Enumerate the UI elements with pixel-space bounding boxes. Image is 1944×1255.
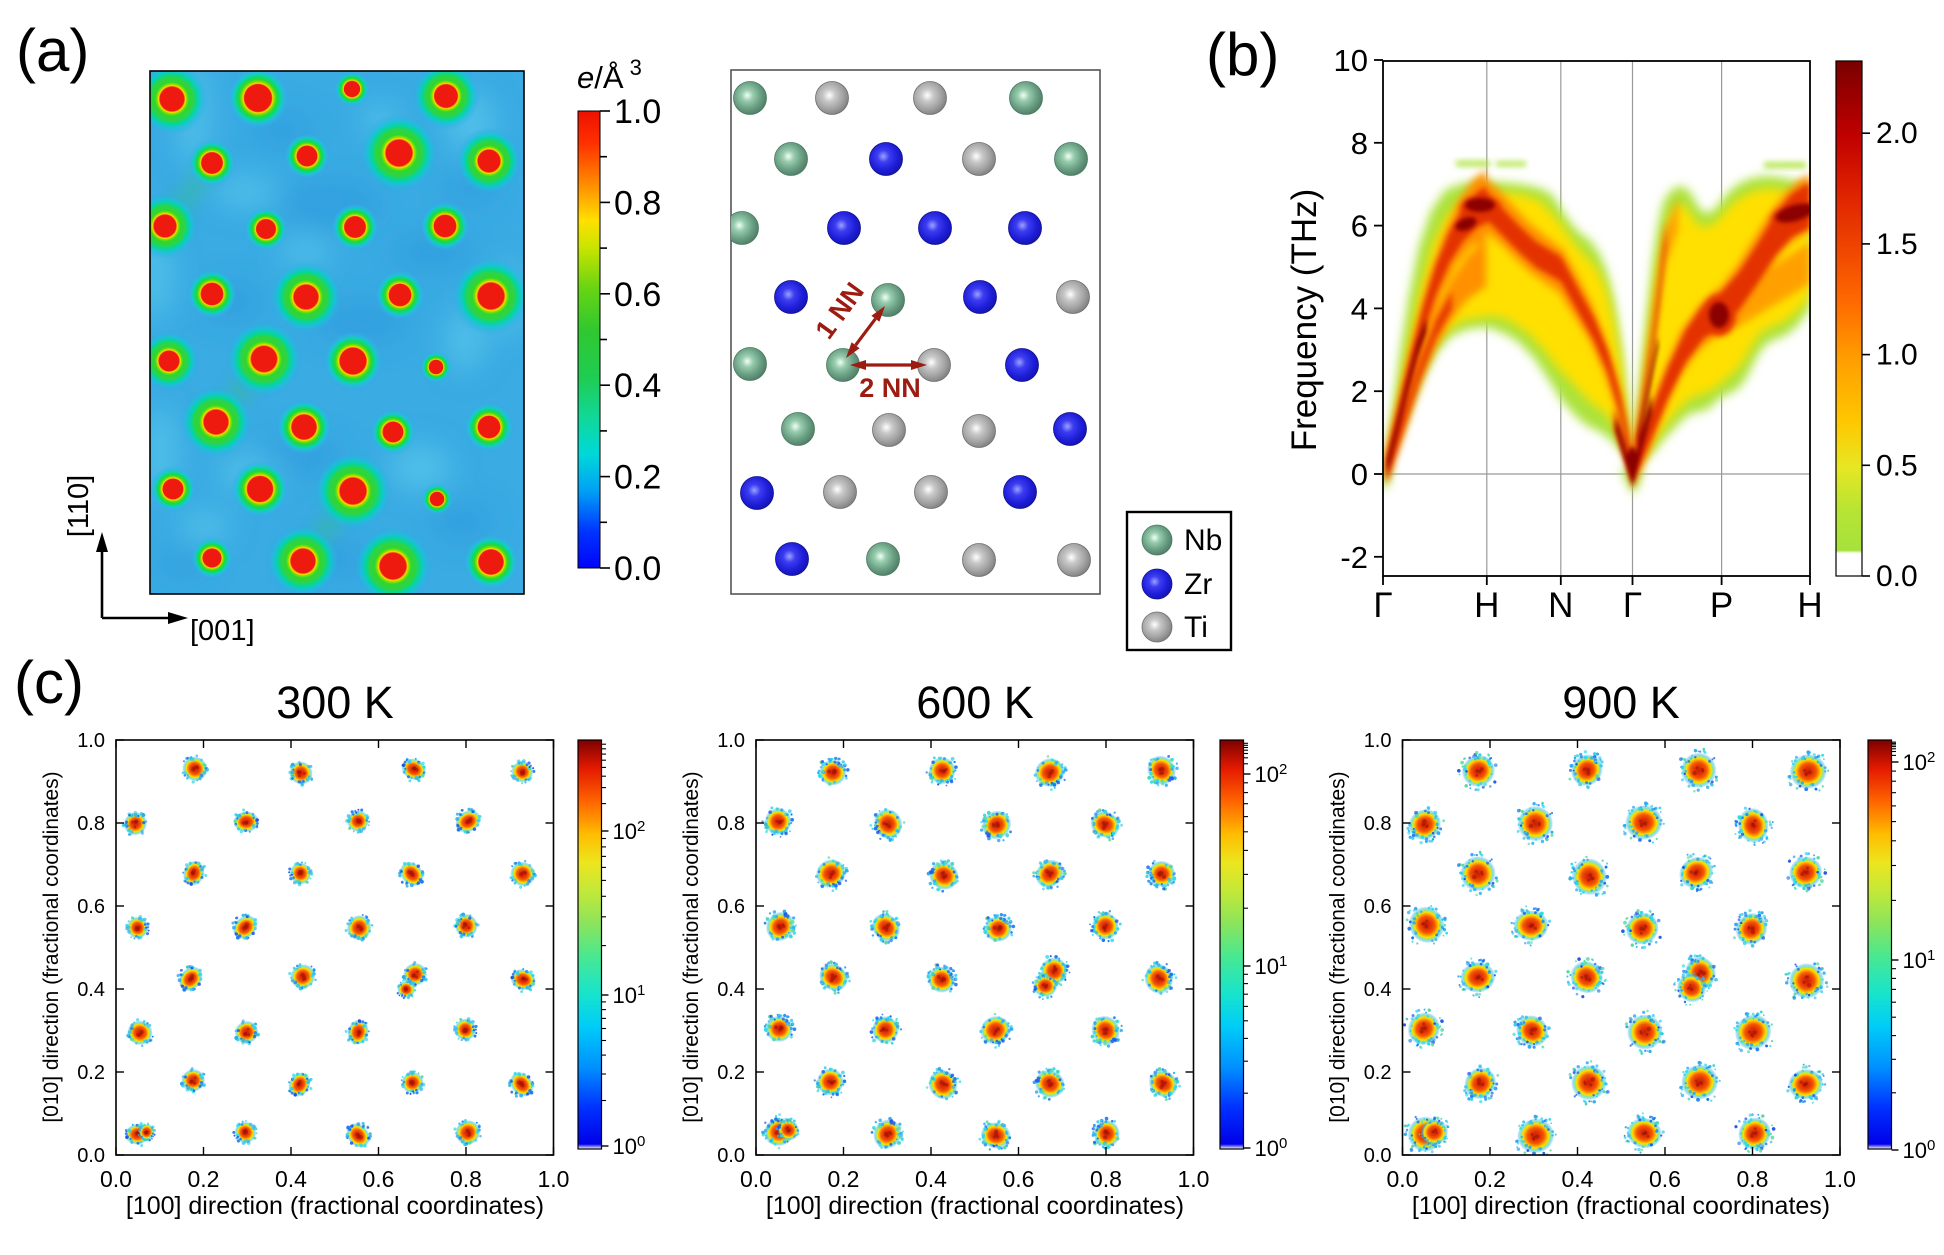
svg-text:Ti: Ti <box>1184 611 1208 644</box>
svg-text:N: N <box>1548 586 1573 625</box>
svg-text:(a): (a) <box>16 17 89 84</box>
svg-text:0.2: 0.2 <box>77 1062 105 1084</box>
svg-text:2: 2 <box>1351 374 1368 409</box>
svg-text:600 K: 600 K <box>916 677 1034 728</box>
svg-text:2 NN: 2 NN <box>859 373 921 403</box>
svg-text:0.4: 0.4 <box>717 979 745 1001</box>
svg-text:0.0: 0.0 <box>1387 1166 1419 1192</box>
svg-text:0.2: 0.2 <box>828 1166 860 1192</box>
svg-text:[001]: [001] <box>190 615 255 647</box>
svg-text:4: 4 <box>1351 291 1368 326</box>
svg-text:0.0: 0.0 <box>1364 1145 1392 1167</box>
svg-text:0.8: 0.8 <box>1364 813 1392 835</box>
svg-text:0.8: 0.8 <box>1737 1166 1769 1192</box>
svg-text:0.0: 0.0 <box>1876 560 1918 593</box>
svg-text:Zr: Zr <box>1184 568 1212 601</box>
svg-text:[010] direction (fractional co: [010] direction (fractional coordinates) <box>680 771 703 1122</box>
svg-text:0.8: 0.8 <box>450 1166 482 1192</box>
svg-text:(b): (b) <box>1206 21 1279 88</box>
svg-text:0.0: 0.0 <box>100 1166 132 1192</box>
svg-text:Nb: Nb <box>1184 524 1222 557</box>
svg-text:0.5: 0.5 <box>1876 449 1918 482</box>
svg-text:0.8: 0.8 <box>1090 1166 1122 1192</box>
svg-text:P: P <box>1710 586 1733 625</box>
svg-text:0.8: 0.8 <box>77 813 105 835</box>
svg-text:1.0: 1.0 <box>1876 339 1918 372</box>
svg-text:0.2: 0.2 <box>1474 1166 1506 1192</box>
svg-text:0.4: 0.4 <box>1364 979 1392 1001</box>
svg-text:0.4: 0.4 <box>1562 1166 1594 1192</box>
svg-text:[110]: [110] <box>63 475 95 537</box>
svg-text:[010] direction (fractional co: [010] direction (fractional coordinates) <box>1327 771 1350 1122</box>
svg-text:0.4: 0.4 <box>275 1166 307 1192</box>
svg-text:0.4: 0.4 <box>614 367 661 405</box>
svg-text:[100] direction (fractional co: [100] direction (fractional coordinates) <box>1412 1192 1830 1220</box>
svg-text:Γ: Γ <box>1623 586 1642 625</box>
svg-text:[010] direction (fractional co: [010] direction (fractional coordinates) <box>40 771 63 1122</box>
svg-text:1.0: 1.0 <box>77 730 105 752</box>
svg-text:0.6: 0.6 <box>717 896 745 918</box>
svg-text:0.4: 0.4 <box>77 979 105 1001</box>
svg-text:0.6: 0.6 <box>1649 1166 1681 1192</box>
svg-text:0.8: 0.8 <box>614 184 661 222</box>
svg-text:0.2: 0.2 <box>614 459 661 497</box>
svg-text:Frequency (THz): Frequency (THz) <box>1285 189 1324 452</box>
svg-text:0.0: 0.0 <box>740 1166 772 1192</box>
svg-text:0.0: 0.0 <box>77 1145 105 1167</box>
svg-text:1.0: 1.0 <box>1364 730 1392 752</box>
svg-text:300 K: 300 K <box>276 677 394 728</box>
svg-text:-2: -2 <box>1340 540 1368 575</box>
svg-text:0.6: 0.6 <box>363 1166 395 1192</box>
svg-text:1.5: 1.5 <box>1876 228 1918 261</box>
svg-text:0.2: 0.2 <box>188 1166 220 1192</box>
svg-text:0.0: 0.0 <box>614 550 661 588</box>
svg-text:900 K: 900 K <box>1562 677 1680 728</box>
svg-text:10: 10 <box>1334 43 1368 78</box>
svg-text:1.0: 1.0 <box>1824 1166 1856 1192</box>
svg-text:[100] direction (fractional co: [100] direction (fractional coordinates) <box>766 1192 1184 1220</box>
svg-text:0.0: 0.0 <box>717 1145 745 1167</box>
svg-text:Γ: Γ <box>1373 586 1392 625</box>
svg-text:1.0: 1.0 <box>614 93 661 131</box>
svg-text:1.0: 1.0 <box>1178 1166 1210 1192</box>
svg-text:6: 6 <box>1351 209 1368 244</box>
svg-text:8: 8 <box>1351 126 1368 161</box>
svg-text:0.6: 0.6 <box>1364 896 1392 918</box>
svg-text:(c): (c) <box>14 649 84 716</box>
svg-text:0.6: 0.6 <box>614 276 661 314</box>
svg-text:0.8: 0.8 <box>717 813 745 835</box>
svg-text:H: H <box>1474 586 1499 625</box>
svg-text:2.0: 2.0 <box>1876 117 1918 150</box>
svg-text:0: 0 <box>1351 457 1368 492</box>
svg-text:0.4: 0.4 <box>915 1166 947 1192</box>
svg-text:[100] direction (fractional co: [100] direction (fractional coordinates) <box>126 1192 544 1220</box>
svg-text:100: 100 <box>1903 1137 1936 1163</box>
svg-text:H: H <box>1797 586 1822 625</box>
svg-text:1.0: 1.0 <box>538 1166 570 1192</box>
svg-text:0.2: 0.2 <box>1364 1062 1392 1084</box>
svg-text:1.0: 1.0 <box>717 730 745 752</box>
svg-text:0.6: 0.6 <box>1003 1166 1035 1192</box>
svg-text:0.2: 0.2 <box>717 1062 745 1084</box>
svg-text:0.6: 0.6 <box>77 896 105 918</box>
